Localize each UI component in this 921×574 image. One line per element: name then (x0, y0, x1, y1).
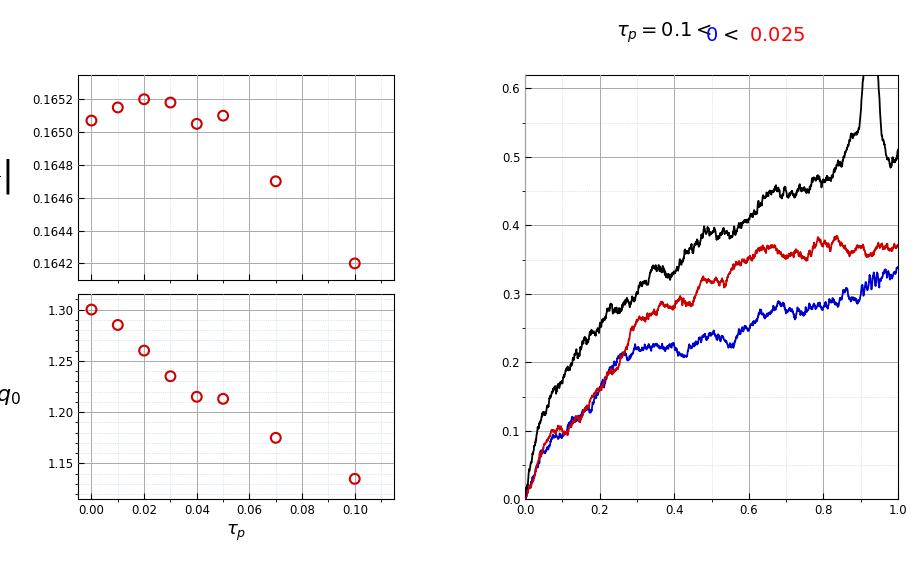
Point (136, 95, 151, 104)
Point (216, 394, 230, 404)
Y-axis label: $\boldsymbol{q_0}$: $\boldsymbol{q_0}$ (0, 387, 21, 407)
Y-axis label: $\left|\dfrac{\mathbf{s}}{\mathbf{q}}\right|$: $\left|\dfrac{\mathbf{s}}{\mathbf{q}}\ri… (0, 157, 11, 197)
Point (163, 372, 178, 381)
Point (216, 111, 230, 120)
Point (190, 119, 204, 129)
Text: $ < $: $ < $ (719, 26, 740, 45)
X-axis label: $\tau_p$: $\tau_p$ (227, 523, 247, 543)
Point (84, 116, 99, 125)
Text: $\tau_p = 0.1 < $: $\tau_p = 0.1 < $ (615, 21, 712, 45)
Point (268, 177, 283, 186)
Point (84, 305, 99, 314)
Point (163, 98, 178, 107)
Point (347, 474, 362, 483)
Point (111, 103, 125, 112)
Point (190, 392, 204, 401)
Text: $0$: $0$ (705, 26, 718, 45)
Point (111, 320, 125, 329)
Text: $0.025$: $0.025$ (749, 26, 805, 45)
Point (347, 259, 362, 268)
Point (136, 346, 151, 355)
Point (268, 433, 283, 443)
